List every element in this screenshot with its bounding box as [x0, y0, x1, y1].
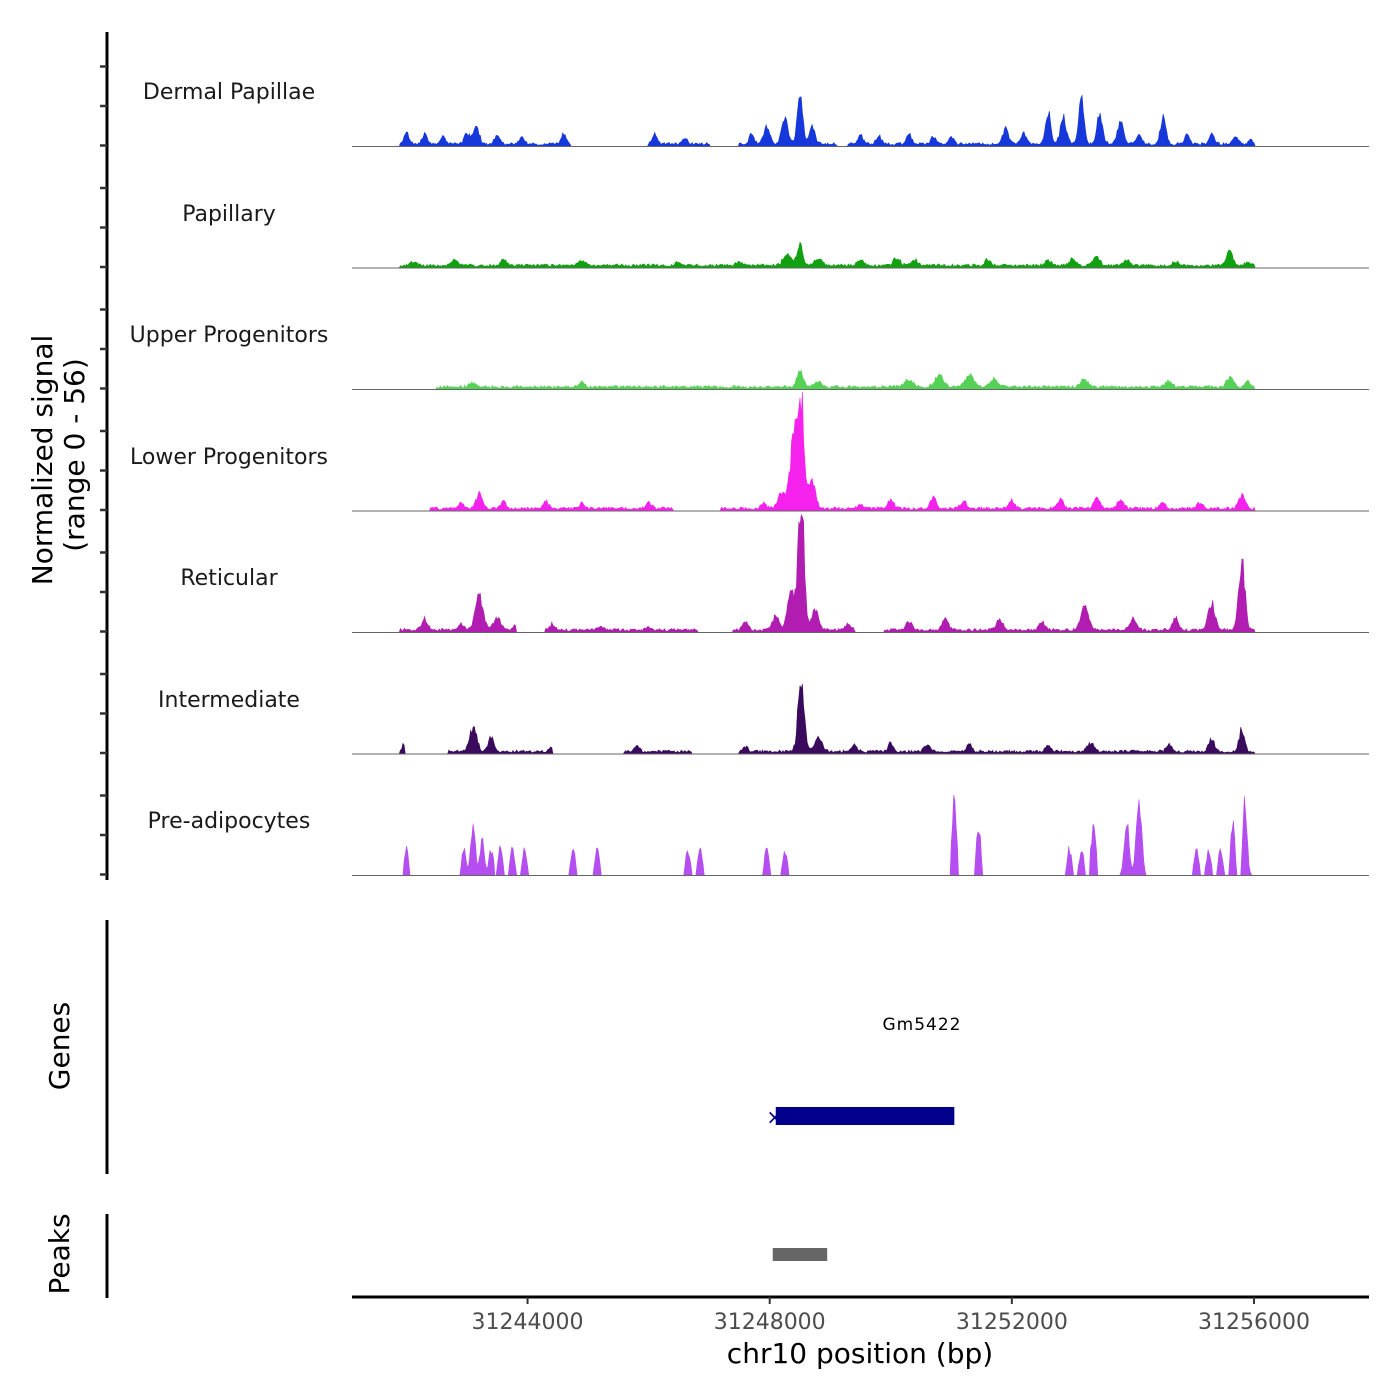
track-label-upper-progenitors: Upper Progenitors	[130, 323, 329, 348]
track-lower-progenitors	[352, 391, 1369, 512]
track-papillary	[352, 241, 1369, 269]
genes-axis-title: Genes	[43, 1002, 76, 1090]
x-tick-label: 31248000	[714, 1310, 826, 1335]
gene-bar-gm5422[interactable]	[775, 1107, 955, 1125]
coverage-area-intermediate	[352, 683, 1369, 755]
x-tick-label: 31244000	[472, 1310, 584, 1335]
track-label-intermediate: Intermediate	[158, 688, 300, 713]
y-axis-title: Normalized signal (range 0 - 56)	[26, 335, 91, 586]
y-axis-title-range: (range 0 - 56)	[58, 358, 91, 552]
y-axis-title-main: Normalized signal	[26, 335, 59, 586]
coverage-axis-ticks	[100, 65, 107, 876]
track-label-lower-progenitors: Lower Progenitors	[130, 445, 328, 470]
track-upper-progenitors	[352, 369, 1369, 390]
x-tick-label: 31256000	[1198, 1310, 1310, 1335]
gene-strand-marker: ×	[766, 1105, 783, 1129]
coverage-area-lower-progenitors	[352, 391, 1369, 512]
track-label-pre-adipocytes: Pre-adipocytes	[148, 809, 311, 834]
coverage-area-reticular	[352, 513, 1369, 633]
track-labels: Dermal Papillae Papillary Upper Progenit…	[130, 80, 329, 834]
coverage-area-upper-progenitors	[352, 369, 1369, 390]
peaks-axis-title: Peaks	[43, 1213, 76, 1294]
x-tick-label: 31252000	[956, 1310, 1068, 1335]
track-label-papillary: Papillary	[182, 202, 276, 227]
track-label-reticular: Reticular	[180, 566, 278, 591]
coverage-area-papillary	[352, 241, 1369, 269]
peak-region[interactable]	[772, 1248, 828, 1261]
x-axis-title: chr10 position (bp)	[727, 1337, 993, 1370]
coverage-area-pre-adipocytes	[352, 795, 1369, 876]
track-pre-adipocytes	[352, 795, 1369, 876]
gene-label-gm5422: Gm5422	[883, 1015, 962, 1035]
track-label-dermal-papillae: Dermal Papillae	[143, 80, 315, 105]
track-dermal-papillae	[352, 94, 1369, 147]
track-intermediate	[352, 683, 1369, 755]
x-axis-ticks: 31244000 31248000 31252000 31256000	[472, 1297, 1310, 1335]
coverage-area-dermal-papillae	[352, 94, 1369, 147]
genes-track: Gm5422 ×	[766, 1015, 962, 1129]
coverage-tracks	[352, 94, 1369, 876]
track-reticular	[352, 513, 1369, 633]
